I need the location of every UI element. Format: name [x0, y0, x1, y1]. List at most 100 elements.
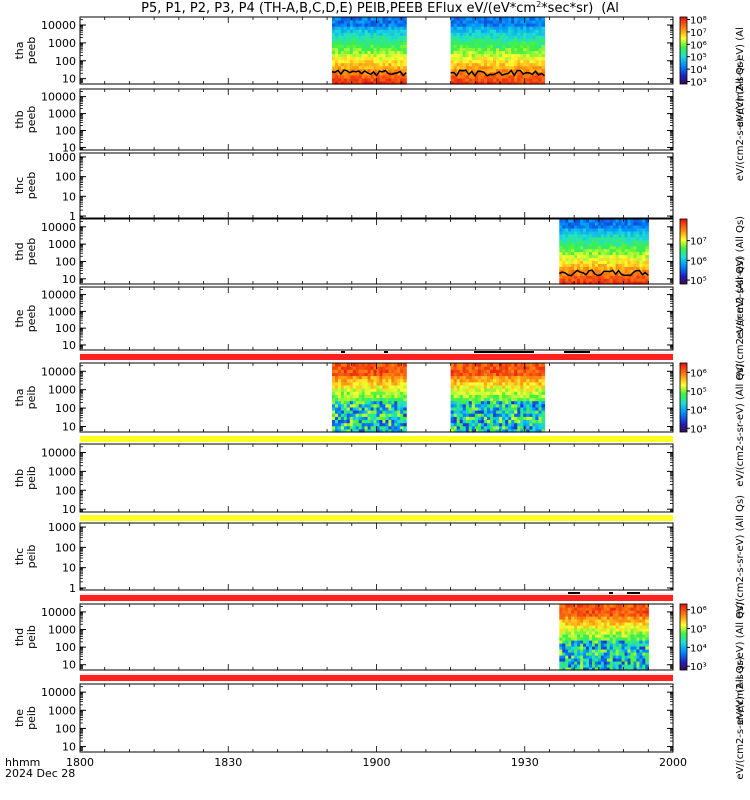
spectrogram-cell: [621, 652, 626, 656]
side-label: eV/(cm2-s-sr-eV) (All Qs): [735, 495, 746, 618]
spectrogram-cell: [597, 655, 602, 659]
spectrogram-cell: [627, 655, 632, 659]
spectrogram-cell: [450, 74, 455, 79]
spectrogram-cell: [471, 77, 476, 82]
spectrogram-cell: [541, 400, 546, 405]
spectrogram-cell: [538, 50, 543, 55]
spectrogram-cell: [343, 388, 348, 392]
spectrogram-cell: [480, 366, 485, 370]
spectrogram-cell: [633, 619, 638, 623]
spectrogram-cell: [541, 38, 546, 42]
spectrogram-cell: [385, 413, 389, 417]
spectrogram-cell: [562, 628, 566, 632]
spectrogram-cell: [468, 32, 473, 36]
spectrogram-cell: [627, 278, 632, 282]
spectrogram-cell: [391, 65, 395, 70]
spectrogram-cell: [335, 394, 339, 399]
spectrogram-cell: [645, 649, 649, 653]
spectrogram-cell: [459, 372, 464, 377]
spectrogram-cell: [459, 410, 464, 414]
spectrogram-cell: [603, 219, 608, 223]
spectrogram-cell: [343, 366, 348, 370]
side-label: eV/(cm2-s-sr-eV) (All Qs): [735, 257, 746, 380]
spectrogram-cell: [358, 50, 363, 55]
spectrogram-cell: [493, 47, 497, 52]
spectrogram-cell: [471, 422, 476, 427]
spectrogram-cell: [568, 254, 572, 259]
spectrogram-cell: [382, 403, 386, 408]
spectrogram-cell: [474, 403, 479, 408]
spectrogram-cell: [462, 38, 467, 42]
spectrogram-cell: [382, 372, 386, 377]
spectrogram-cell: [335, 62, 339, 67]
spectrogram-cell: [355, 65, 360, 70]
spectrogram-cell: [379, 406, 384, 411]
spectrogram-cell: [403, 26, 407, 30]
spectrogram-cell: [400, 20, 404, 24]
spectrogram-cell: [526, 20, 530, 24]
spectrogram-cell: [453, 59, 458, 64]
spectrogram-cell: [332, 41, 336, 45]
spectrogram-cell: [480, 419, 485, 424]
spectrogram-cell: [450, 403, 455, 408]
spectrogram-cell: [505, 413, 509, 417]
spectrogram-cell: [538, 81, 543, 85]
spectrogram-cell: [517, 413, 521, 417]
spectrogram-cell: [541, 17, 546, 21]
spectrogram-cell: [612, 664, 617, 668]
spectrogram-cell: [456, 388, 461, 392]
spectrogram-cell: [338, 50, 342, 55]
spectrogram-cell: [391, 385, 395, 389]
spectrogram-cell: [487, 44, 491, 48]
spectrogram-cell: [532, 38, 536, 42]
spectrogram-cell: [502, 47, 506, 52]
spectrogram-cell: [397, 81, 401, 85]
spectrogram-cell: [600, 613, 605, 617]
spectrogram-cell: [343, 53, 348, 58]
spectrogram-cell: [453, 388, 458, 392]
spectrogram-cell: [612, 222, 617, 226]
spectrogram-cell: [523, 59, 527, 64]
spectrogram-cell: [627, 643, 632, 647]
spectrogram-cell: [615, 257, 620, 261]
spectrogram-cell: [332, 71, 336, 76]
spectrogram-cell: [618, 667, 623, 671]
spectrogram-cell: [349, 381, 354, 386]
spectrogram-cell: [583, 219, 587, 223]
spectrogram-cell: [450, 416, 455, 420]
spectrogram-cell: [597, 254, 602, 259]
spectrogram-cell: [355, 23, 360, 27]
spectrogram-cell: [505, 41, 509, 45]
spectrogram-cell: [332, 50, 336, 55]
spectrogram-cell: [633, 222, 638, 226]
spectrogram-cell: [487, 413, 491, 417]
spectrogram-cell: [514, 23, 518, 27]
spectrogram-cell: [568, 625, 572, 629]
spectrogram-cell: [361, 71, 366, 76]
spectrogram-cell: [502, 413, 506, 417]
spectrogram-cell: [483, 47, 488, 52]
spectrogram-cell: [376, 41, 381, 45]
spectrogram-cell: [352, 17, 357, 21]
spectrogram-cell: [559, 227, 563, 232]
spectrogram-cell: [358, 369, 363, 373]
spectrogram-cell: [487, 369, 491, 373]
spectrogram-cell: [633, 224, 638, 229]
spectrogram-cell: [355, 397, 360, 402]
spectrogram-cell: [571, 649, 575, 653]
spectrogram-cell: [400, 59, 404, 64]
spectrogram-cell: [600, 664, 605, 668]
spectrogram-cell: [538, 410, 543, 414]
spectrogram-cell: [523, 32, 527, 36]
colorbar-tick-label: 10⁵: [690, 387, 707, 398]
spectrogram-cell: [361, 29, 366, 33]
spectrogram-cell: [456, 391, 461, 395]
spectrogram-cell: [514, 68, 518, 73]
spectrogram-cell: [346, 416, 351, 420]
spectrogram-cell: [343, 26, 348, 30]
spectrogram-cell: [394, 77, 398, 82]
spectrogram-cell: [499, 81, 503, 85]
spectrogram-cell: [450, 385, 455, 389]
spectrogram-cell: [514, 32, 518, 36]
spectrogram-cell: [388, 23, 392, 27]
